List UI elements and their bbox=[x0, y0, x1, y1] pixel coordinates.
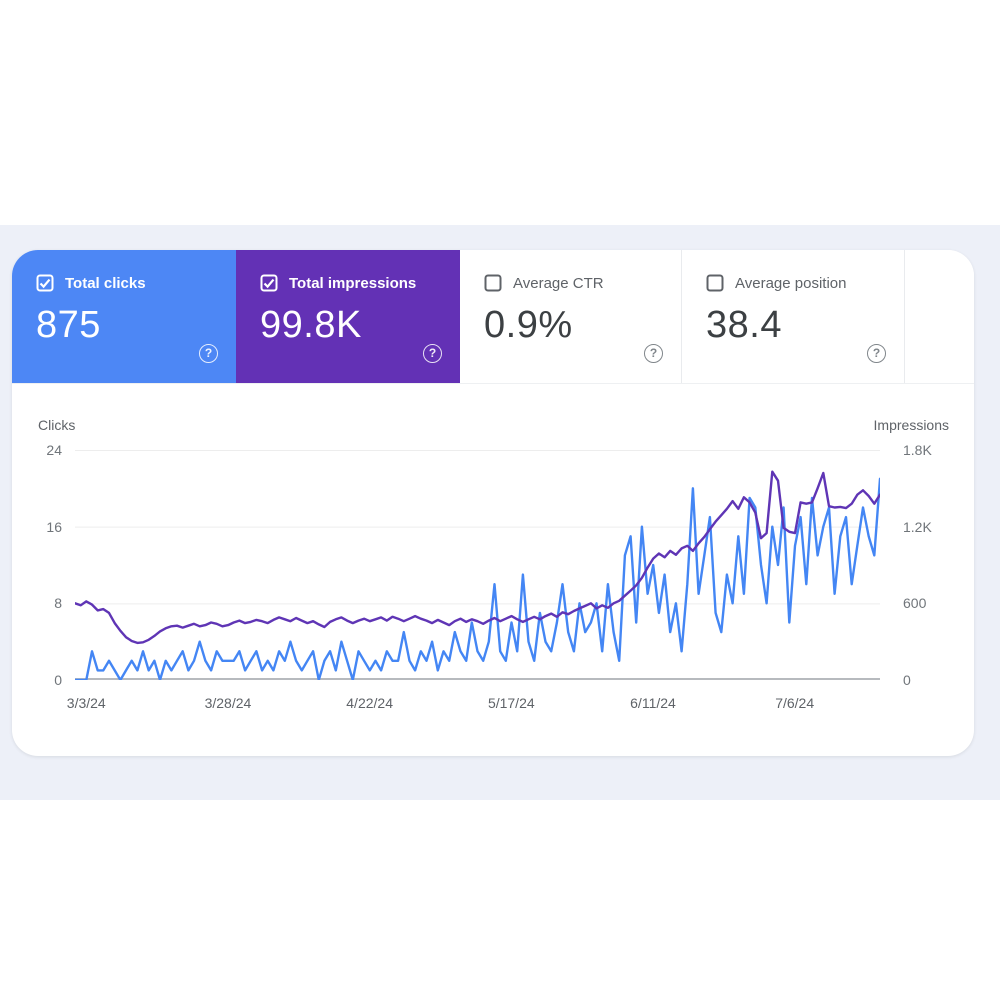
metric-card-average-position[interactable]: Average position 38.4 ? bbox=[682, 250, 905, 383]
x-tick-label: 3/3/24 bbox=[66, 695, 106, 711]
metric-card-total-clicks[interactable]: Total clicks 875 ? bbox=[12, 250, 236, 383]
x-tick-label: 3/28/24 bbox=[204, 695, 252, 711]
x-tick-label: 4/22/24 bbox=[346, 695, 393, 711]
y-tick-left: 24 bbox=[46, 442, 62, 458]
metric-card-average-ctr[interactable]: Average CTR 0.9% ? bbox=[460, 250, 682, 383]
checkbox-unchecked-icon[interactable] bbox=[706, 274, 724, 292]
clicks-line bbox=[75, 477, 880, 680]
metrics-bar: Total clicks 875 ? Total impressions 99.… bbox=[12, 250, 974, 384]
right-axis-title: Impressions bbox=[873, 417, 949, 433]
metric-value: 99.8K bbox=[260, 304, 362, 346]
metric-label: Total clicks bbox=[65, 274, 146, 292]
y-tick-left: 0 bbox=[54, 672, 62, 688]
help-icon[interactable]: ? bbox=[423, 344, 442, 363]
impressions-line bbox=[75, 470, 880, 645]
performance-panel: Total clicks 875 ? Total impressions 99.… bbox=[12, 250, 974, 756]
checkbox-unchecked-icon[interactable] bbox=[484, 274, 502, 292]
metric-value: 38.4 bbox=[706, 304, 782, 346]
checkbox-checked-icon[interactable] bbox=[36, 274, 54, 292]
left-axis-title: Clicks bbox=[38, 417, 76, 433]
help-icon[interactable]: ? bbox=[199, 344, 218, 363]
y-tick-right: 600 bbox=[903, 595, 927, 612]
y-tick-left: 16 bbox=[46, 518, 62, 535]
x-tick-label: 6/11/24 bbox=[630, 695, 676, 711]
metric-card-total-impressions[interactable]: Total impressions 99.8K ? bbox=[236, 250, 460, 383]
metric-value: 0.9% bbox=[484, 304, 573, 346]
performance-chart[interactable] bbox=[75, 450, 880, 680]
x-tick-label: 7/6/24 bbox=[775, 695, 815, 711]
metric-value: 875 bbox=[36, 304, 101, 346]
metrics-bar-filler bbox=[905, 250, 974, 383]
checkbox-checked-icon[interactable] bbox=[260, 274, 278, 292]
y-tick-right: 1.2K bbox=[903, 518, 932, 535]
help-icon[interactable]: ? bbox=[867, 344, 886, 363]
y-tick-right: 0 bbox=[903, 672, 911, 688]
y-tick-left: 8 bbox=[54, 595, 62, 612]
x-tick-label: 5/17/24 bbox=[487, 695, 535, 711]
metric-label: Average CTR bbox=[513, 274, 604, 292]
y-tick-right: 1.8K bbox=[903, 442, 932, 458]
help-icon[interactable]: ? bbox=[644, 344, 663, 363]
metric-label: Total impressions bbox=[289, 274, 417, 292]
metric-label: Average position bbox=[735, 274, 847, 292]
